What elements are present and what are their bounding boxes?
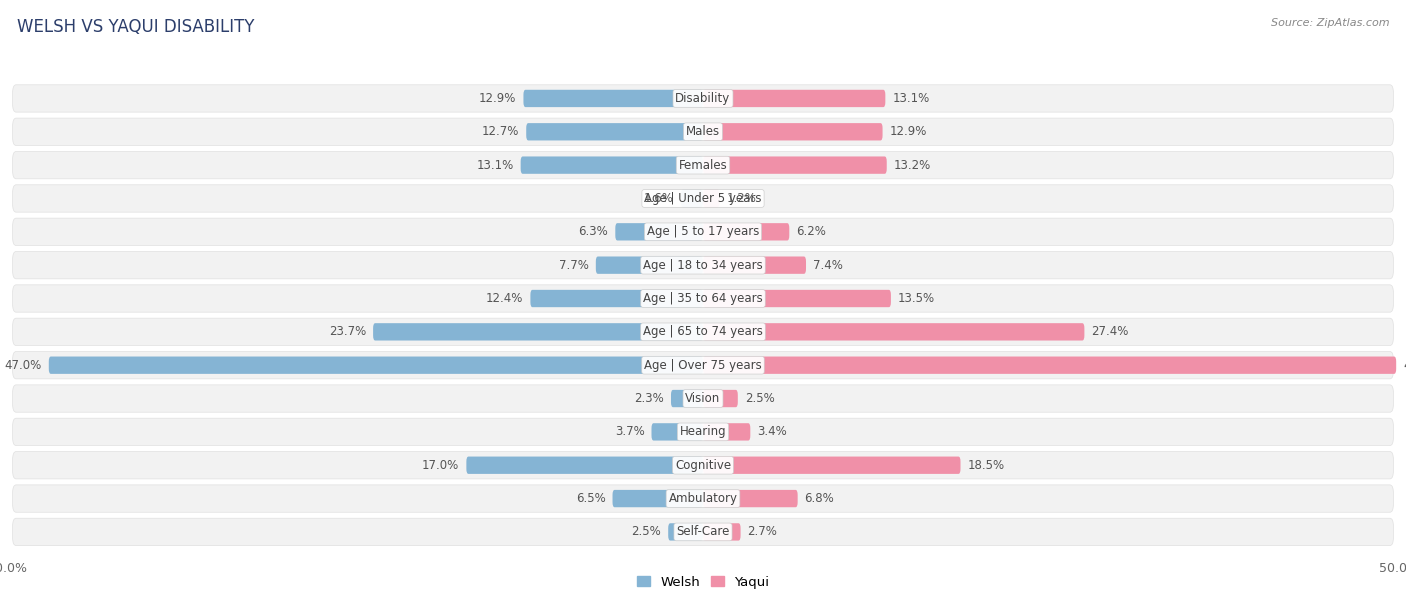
Text: 6.8%: 6.8% xyxy=(804,492,834,505)
FancyBboxPatch shape xyxy=(13,151,1393,179)
Text: 2.5%: 2.5% xyxy=(745,392,775,405)
Text: 7.4%: 7.4% xyxy=(813,259,842,272)
Text: Ambulatory: Ambulatory xyxy=(668,492,738,505)
Text: 2.5%: 2.5% xyxy=(631,526,661,539)
FancyBboxPatch shape xyxy=(703,157,887,174)
Text: Vision: Vision xyxy=(685,392,721,405)
FancyBboxPatch shape xyxy=(616,223,703,241)
FancyBboxPatch shape xyxy=(651,424,703,441)
FancyBboxPatch shape xyxy=(703,123,883,141)
Text: WELSH VS YAQUI DISABILITY: WELSH VS YAQUI DISABILITY xyxy=(17,18,254,36)
Text: 3.7%: 3.7% xyxy=(614,425,644,438)
Text: Hearing: Hearing xyxy=(679,425,727,438)
Text: 6.3%: 6.3% xyxy=(579,225,609,238)
Text: 7.7%: 7.7% xyxy=(560,259,589,272)
Text: 3.4%: 3.4% xyxy=(758,425,787,438)
FancyBboxPatch shape xyxy=(703,424,751,441)
Text: 49.8%: 49.8% xyxy=(1403,359,1406,371)
FancyBboxPatch shape xyxy=(703,523,741,540)
FancyBboxPatch shape xyxy=(13,351,1393,379)
FancyBboxPatch shape xyxy=(703,290,891,307)
FancyBboxPatch shape xyxy=(596,256,703,274)
FancyBboxPatch shape xyxy=(703,323,1084,340)
Text: 23.7%: 23.7% xyxy=(329,326,366,338)
Text: 12.4%: 12.4% xyxy=(486,292,523,305)
Text: 6.5%: 6.5% xyxy=(576,492,606,505)
Text: 2.7%: 2.7% xyxy=(748,526,778,539)
Text: Cognitive: Cognitive xyxy=(675,459,731,472)
Text: 47.0%: 47.0% xyxy=(4,359,42,371)
FancyBboxPatch shape xyxy=(13,85,1393,112)
FancyBboxPatch shape xyxy=(13,285,1393,312)
FancyBboxPatch shape xyxy=(13,518,1393,545)
Text: 13.1%: 13.1% xyxy=(477,159,513,171)
FancyBboxPatch shape xyxy=(530,290,703,307)
FancyBboxPatch shape xyxy=(13,185,1393,212)
Text: 2.3%: 2.3% xyxy=(634,392,664,405)
FancyBboxPatch shape xyxy=(520,157,703,174)
Text: Age | 65 to 74 years: Age | 65 to 74 years xyxy=(643,326,763,338)
FancyBboxPatch shape xyxy=(13,318,1393,346)
Text: 18.5%: 18.5% xyxy=(967,459,1005,472)
Text: Females: Females xyxy=(679,159,727,171)
FancyBboxPatch shape xyxy=(703,90,886,107)
Text: 13.1%: 13.1% xyxy=(893,92,929,105)
FancyBboxPatch shape xyxy=(13,452,1393,479)
Text: 12.9%: 12.9% xyxy=(479,92,516,105)
Text: Disability: Disability xyxy=(675,92,731,105)
Text: Age | Over 75 years: Age | Over 75 years xyxy=(644,359,762,371)
FancyBboxPatch shape xyxy=(467,457,703,474)
FancyBboxPatch shape xyxy=(703,190,720,207)
FancyBboxPatch shape xyxy=(523,90,703,107)
FancyBboxPatch shape xyxy=(49,357,703,374)
Text: 1.2%: 1.2% xyxy=(727,192,756,205)
Text: Age | 18 to 34 years: Age | 18 to 34 years xyxy=(643,259,763,272)
FancyBboxPatch shape xyxy=(373,323,703,340)
FancyBboxPatch shape xyxy=(703,390,738,407)
Text: Age | 35 to 64 years: Age | 35 to 64 years xyxy=(643,292,763,305)
FancyBboxPatch shape xyxy=(703,490,797,507)
Text: 6.2%: 6.2% xyxy=(796,225,827,238)
FancyBboxPatch shape xyxy=(703,457,960,474)
FancyBboxPatch shape xyxy=(681,190,703,207)
FancyBboxPatch shape xyxy=(526,123,703,141)
Text: Age | Under 5 years: Age | Under 5 years xyxy=(644,192,762,205)
FancyBboxPatch shape xyxy=(671,390,703,407)
Text: Age | 5 to 17 years: Age | 5 to 17 years xyxy=(647,225,759,238)
Text: 1.6%: 1.6% xyxy=(644,192,673,205)
Text: 12.7%: 12.7% xyxy=(482,125,519,138)
FancyBboxPatch shape xyxy=(703,256,806,274)
FancyBboxPatch shape xyxy=(13,418,1393,446)
FancyBboxPatch shape xyxy=(613,490,703,507)
FancyBboxPatch shape xyxy=(13,252,1393,279)
Text: Source: ZipAtlas.com: Source: ZipAtlas.com xyxy=(1271,18,1389,28)
Text: 17.0%: 17.0% xyxy=(422,459,460,472)
Text: 13.5%: 13.5% xyxy=(898,292,935,305)
Text: Males: Males xyxy=(686,125,720,138)
FancyBboxPatch shape xyxy=(13,485,1393,512)
Text: 12.9%: 12.9% xyxy=(890,125,927,138)
FancyBboxPatch shape xyxy=(13,385,1393,412)
FancyBboxPatch shape xyxy=(703,223,789,241)
FancyBboxPatch shape xyxy=(13,218,1393,245)
Text: 27.4%: 27.4% xyxy=(1091,326,1129,338)
FancyBboxPatch shape xyxy=(668,523,703,540)
Legend: Welsh, Yaqui: Welsh, Yaqui xyxy=(631,570,775,594)
FancyBboxPatch shape xyxy=(703,357,1396,374)
Text: 13.2%: 13.2% xyxy=(894,159,931,171)
FancyBboxPatch shape xyxy=(13,118,1393,146)
Text: Self-Care: Self-Care xyxy=(676,526,730,539)
